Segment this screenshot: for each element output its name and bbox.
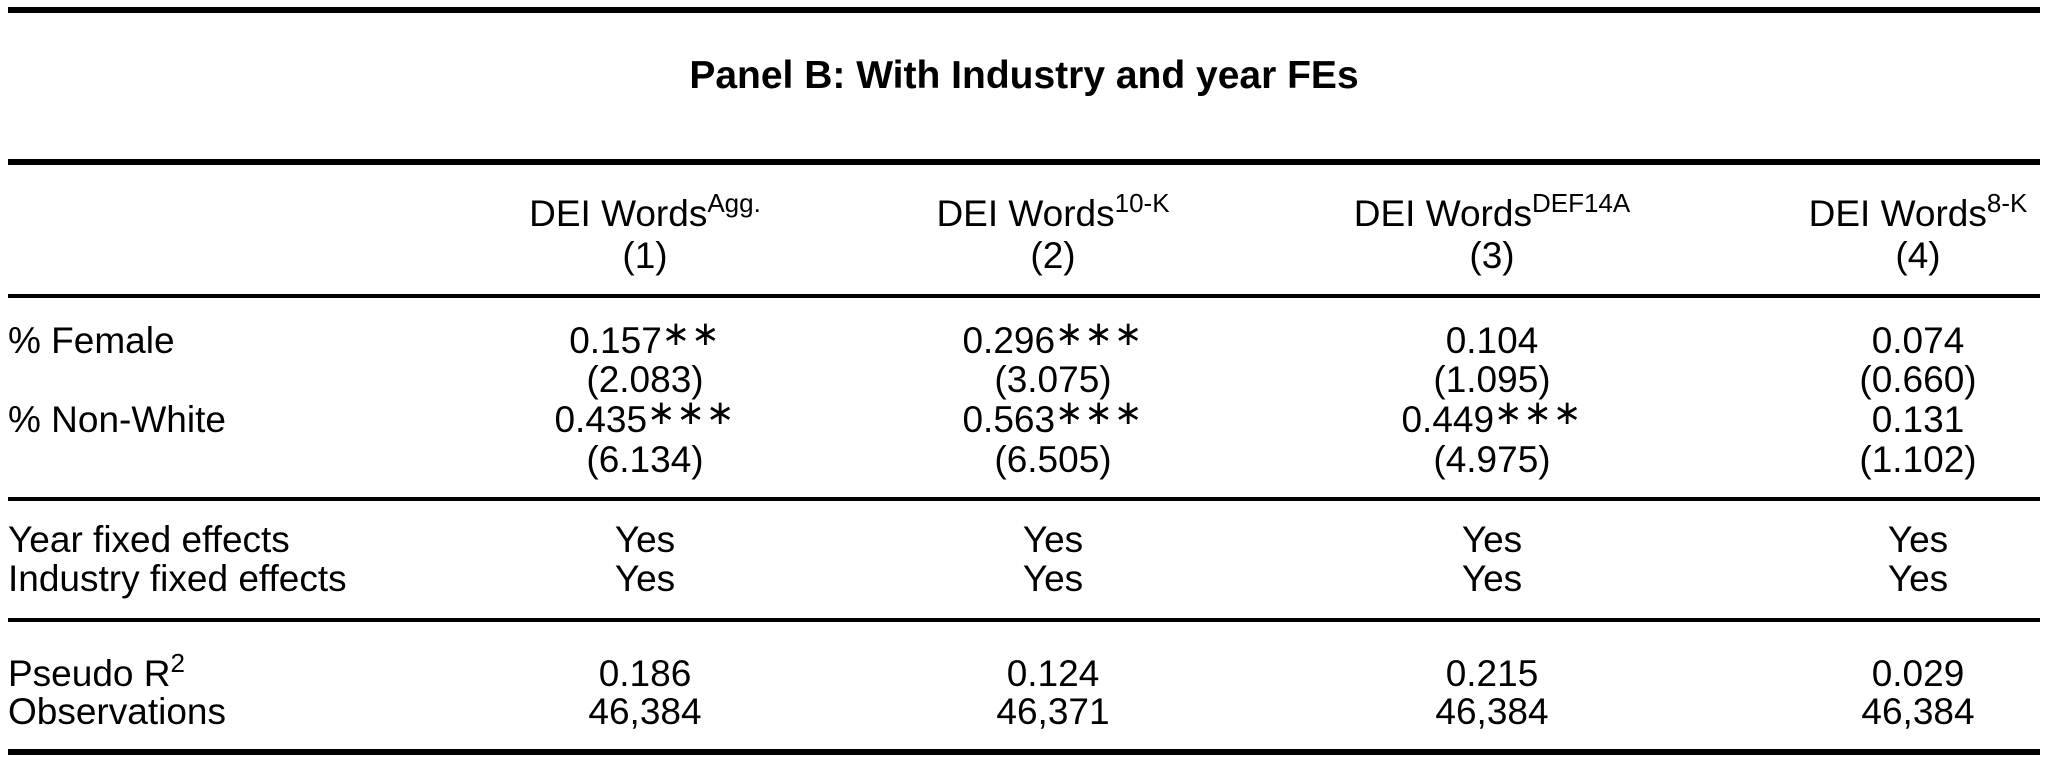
column-number-3: (3) (1469, 235, 1515, 276)
year-fe-3: Yes (1461, 519, 1523, 560)
top-rule (8, 7, 2040, 13)
header-top-rule (8, 159, 2040, 165)
pseudo-r2-1: 0.186 (598, 653, 692, 694)
tstat-nonwhite-1: (6.134) (586, 439, 704, 480)
bottom-rule (8, 749, 2040, 755)
coef-female-1: 0.157∗∗ (569, 315, 721, 361)
year-fe-4: Yes (1887, 519, 1949, 560)
column-header-1: DEI WordsAgg. (529, 188, 761, 234)
pseudo-r2-2: 0.124 (1006, 653, 1100, 694)
pseudo-r2-3: 0.215 (1445, 653, 1539, 694)
column-number-4: (4) (1895, 235, 1941, 276)
tstat-nonwhite-2: (6.505) (994, 439, 1112, 480)
row-label-year-fe: Year fixed effects (8, 519, 290, 560)
tstat-nonwhite-3: (4.975) (1433, 439, 1551, 480)
industry-fe-2: Yes (1022, 558, 1084, 599)
pseudo-r2-4: 0.029 (1871, 653, 1965, 694)
observations-3: 46,384 (1435, 691, 1549, 732)
coef-nonwhite-2: 0.563∗∗∗ (962, 394, 1144, 440)
tstat-nonwhite-4: (1.102) (1859, 439, 1977, 480)
tstat-female-2: (3.075) (994, 359, 1112, 400)
fe-bottom-rule (8, 618, 2040, 622)
header-bottom-rule (8, 294, 2040, 298)
observations-2: 46,371 (996, 691, 1110, 732)
tstat-female-4: (0.660) (1859, 359, 1977, 400)
year-fe-1: Yes (614, 519, 676, 560)
column-number-2: (2) (1030, 235, 1076, 276)
row-label-industry-fe: Industry fixed effects (8, 558, 347, 599)
panel-title: Panel B: With Industry and year FEs (689, 54, 1359, 97)
observations-4: 46,384 (1861, 691, 1975, 732)
coef-nonwhite-3: 0.449∗∗∗ (1401, 394, 1583, 440)
year-fe-2: Yes (1022, 519, 1084, 560)
coef-nonwhite-1: 0.435∗∗∗ (554, 394, 736, 440)
row-label-observations: Observations (8, 691, 226, 732)
row-label-pseudo-r2: Pseudo R2 (8, 648, 185, 694)
column-header-4: DEI Words8-K (1808, 188, 2028, 234)
coef-female-4: 0.074 (1871, 320, 1965, 361)
coef-female-2: 0.296∗∗∗ (962, 315, 1144, 361)
row-label-female: % Female (8, 320, 175, 361)
column-header-3: DEI WordsDEF14A (1353, 188, 1631, 234)
column-number-1: (1) (622, 235, 668, 276)
industry-fe-3: Yes (1461, 558, 1523, 599)
row-label-nonwhite: % Non-White (8, 399, 226, 440)
industry-fe-1: Yes (614, 558, 676, 599)
tstat-female-3: (1.095) (1433, 359, 1551, 400)
coef-bottom-rule (8, 497, 2040, 501)
coef-female-3: 0.104 (1445, 320, 1539, 361)
column-header-2: DEI Words10-K (936, 188, 1170, 234)
coef-nonwhite-4: 0.131 (1871, 399, 1965, 440)
tstat-female-1: (2.083) (586, 359, 704, 400)
observations-1: 46,384 (588, 691, 702, 732)
industry-fe-4: Yes (1887, 558, 1949, 599)
